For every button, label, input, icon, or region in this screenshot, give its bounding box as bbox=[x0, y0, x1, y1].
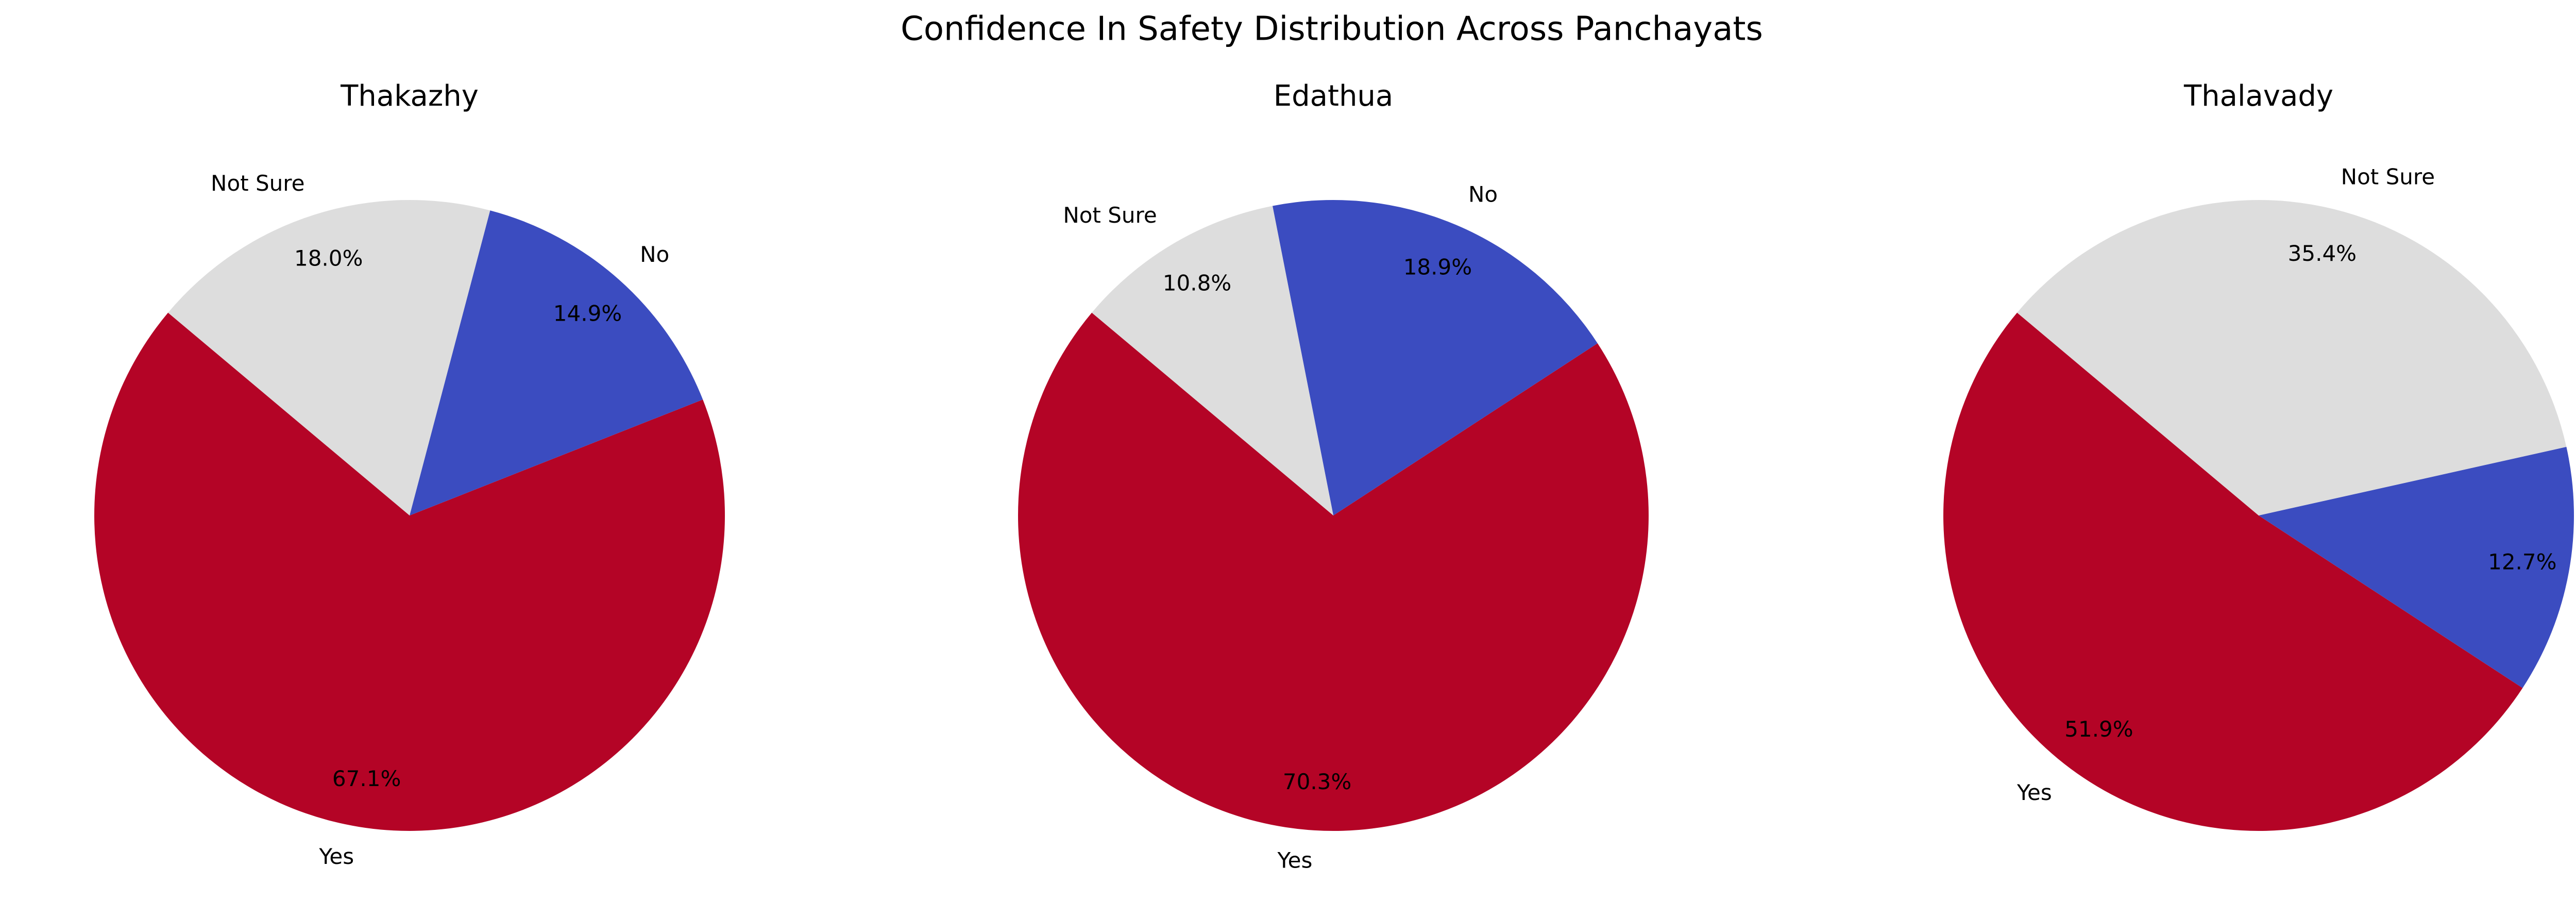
pct-label-thalavady-yes: 51.9% bbox=[2064, 716, 2133, 742]
pct-label-thalavady-not-sure: 35.4% bbox=[2288, 241, 2357, 266]
pie-edathua: Edathua Yes 70.3% No 18.9% Not Sure 10.8% bbox=[1018, 79, 1649, 873]
pct-label-thakazhy-no: 14.9% bbox=[553, 301, 622, 326]
figure-title: Confidence In Safety Distribution Across… bbox=[901, 10, 1763, 48]
slice-label-edathua-yes: Yes bbox=[1277, 847, 1313, 873]
pie-slice-thakazhy-no bbox=[410, 210, 703, 515]
pie-slice-thalavady-yes bbox=[1943, 312, 2523, 831]
pie-slice-thalavady-no bbox=[2259, 446, 2574, 688]
pct-label-edathua-not-sure: 10.8% bbox=[1163, 271, 1231, 296]
slice-label-thakazhy-not-sure: Not Sure bbox=[211, 171, 304, 196]
slice-label-thalavady-yes: Yes bbox=[2016, 780, 2052, 805]
slice-label-edathua-no: No bbox=[1468, 181, 1498, 207]
pct-label-thakazhy-yes: 67.1% bbox=[332, 766, 401, 791]
pie-slice-edathua-not-sure bbox=[1092, 206, 1333, 515]
pct-label-thalavady-no: 12.7% bbox=[2488, 549, 2556, 575]
pct-label-thakazhy-not-sure: 18.0% bbox=[294, 246, 363, 271]
pie-slice-thakazhy-not-sure bbox=[168, 199, 490, 516]
pct-label-edathua-yes: 70.3% bbox=[1283, 769, 1351, 794]
pie-slice-thakazhy-yes bbox=[94, 312, 725, 831]
pie-slice-thalavady-not-sure bbox=[2017, 199, 2567, 515]
pie-slice-edathua-no bbox=[1272, 200, 1598, 516]
slice-label-edathua-not-sure: Not Sure bbox=[1063, 203, 1157, 228]
pie-title-thalavady: Thalavady bbox=[2183, 79, 2333, 113]
slice-label-thakazhy-yes: Yes bbox=[318, 844, 354, 869]
pct-label-edathua-no: 18.9% bbox=[1403, 254, 1472, 279]
slice-label-thalavady-not-sure: Not Sure bbox=[2341, 164, 2435, 190]
pie-slice-edathua-yes bbox=[1018, 312, 1649, 831]
pie-title-edathua: Edathua bbox=[1274, 79, 1394, 113]
pie-thakazhy: Thakazhy Yes 67.1% No 14.9% Not Sure 18.0% bbox=[94, 79, 725, 869]
slice-label-thakazhy-no: No bbox=[640, 242, 669, 267]
pie-title-thakazhy: Thakazhy bbox=[340, 79, 479, 113]
